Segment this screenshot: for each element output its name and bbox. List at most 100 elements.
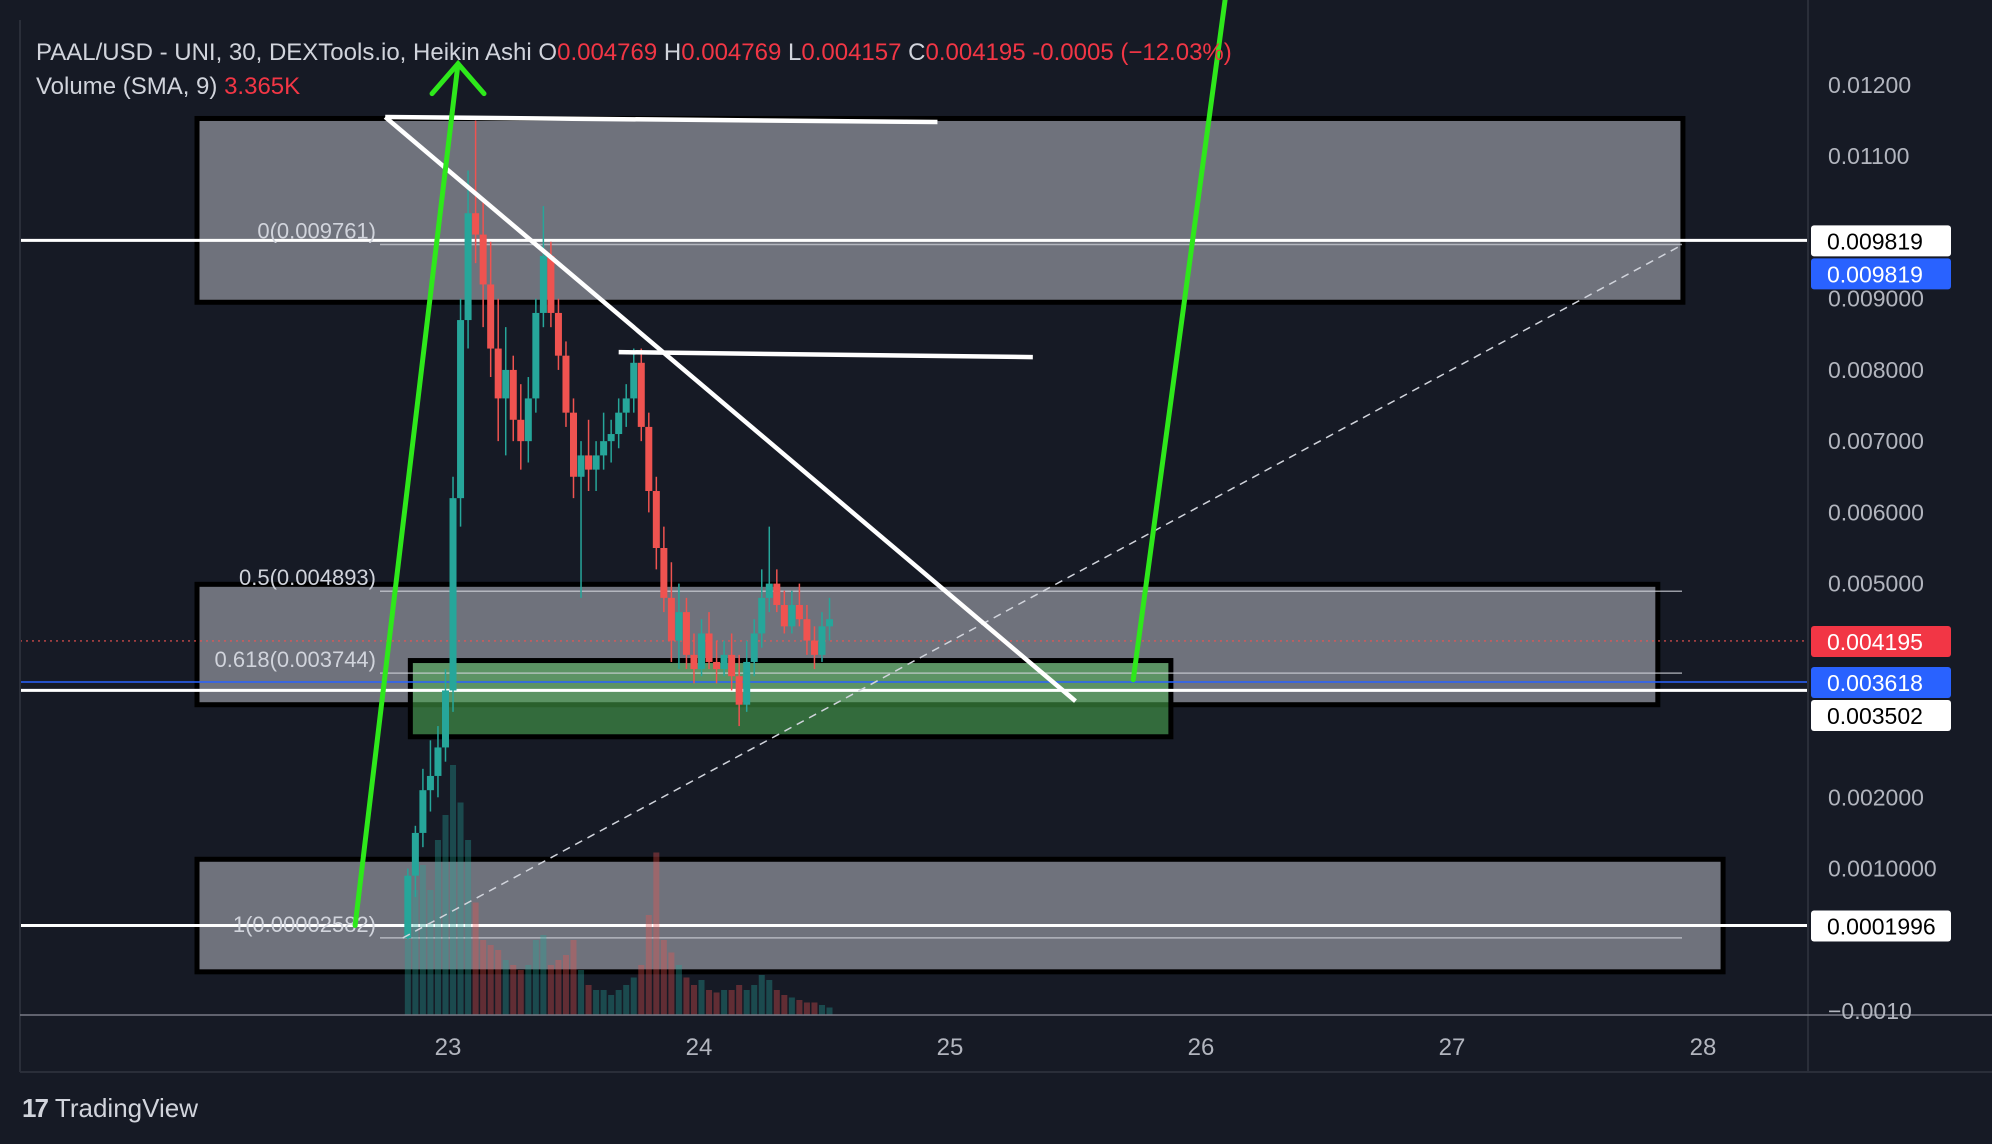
candle-body-46 <box>750 633 758 662</box>
x-tick-3: 26 <box>1188 1034 1215 1061</box>
symbol-line[interactable]: PAAL/USD - UNI, 30, DEXTools.io, Heikin … <box>36 39 532 66</box>
volume-bar-10 <box>480 940 487 1015</box>
volume-bar-0 <box>404 940 411 1015</box>
volume-bar-45 <box>743 990 750 1015</box>
y-tick-7: 0.002000 <box>1828 784 1924 810</box>
fib-label-1: 0.5(0.004893) <box>239 565 376 590</box>
candle-body-43 <box>728 654 736 677</box>
y-tick-2: 0.009000 <box>1828 286 1924 312</box>
candle-body-4 <box>434 747 442 776</box>
candle-body-29 <box>622 398 630 413</box>
candle-body-45 <box>743 661 751 705</box>
candle-body-53 <box>803 619 811 641</box>
zone-3 <box>194 856 1726 975</box>
fib-label-0: 0(0.009761) <box>257 218 376 243</box>
volume-bar-39 <box>698 980 705 1015</box>
volume-bar-12 <box>495 950 502 1015</box>
volume-bar-47 <box>758 975 765 1015</box>
candle-body-30 <box>630 362 638 399</box>
x-tick-2: 25 <box>937 1034 964 1061</box>
candle-body-18 <box>539 255 547 313</box>
candle-body-2 <box>419 790 427 833</box>
volume-bar-6 <box>450 765 457 1015</box>
high-value: 0.004769 <box>681 39 782 66</box>
candle-body-33 <box>652 491 660 548</box>
volume-bar-26 <box>600 990 607 1015</box>
y-tick-8: 0.0010000 <box>1828 856 1937 882</box>
zone-0 <box>194 115 1686 305</box>
chart-legend: PAAL/USD - UNI, 30, DEXTools.io, Heikin … <box>36 36 1232 104</box>
volume-bar-1 <box>412 890 419 1015</box>
close-key: C <box>908 39 926 66</box>
candle-body-17 <box>532 312 540 399</box>
candle-body-39 <box>698 633 706 670</box>
volume-bar-15 <box>517 970 524 1015</box>
volume-bar-44 <box>736 985 743 1015</box>
candle-body-48 <box>765 583 773 598</box>
volume-bar-17 <box>532 940 539 1015</box>
volume-bar-53 <box>803 1002 810 1015</box>
legend-ohlc-row: PAAL/USD - UNI, 30, DEXTools.io, Heikin … <box>36 36 1232 70</box>
volume-bar-48 <box>766 980 773 1015</box>
candle-body-54 <box>810 640 818 655</box>
volume-bar-37 <box>683 977 690 1015</box>
green-arrow-head-0 <box>429 59 487 97</box>
y-tick-6: 0.005000 <box>1828 571 1924 597</box>
candle-body-31 <box>637 362 645 427</box>
open-key: O <box>538 39 558 66</box>
price-label-bg-0 <box>1811 225 1951 257</box>
trend-line-0 <box>383 115 1077 703</box>
tradingview-brand[interactable]: 17 TradingView <box>22 1093 198 1124</box>
candle-body-0 <box>404 875 412 939</box>
candles-layer <box>404 120 834 940</box>
volume-bar-32 <box>645 915 652 1015</box>
candle-body-15 <box>517 419 525 442</box>
green-arrow-1 <box>1130 0 1228 683</box>
volume-bar-35 <box>668 952 675 1015</box>
y-tick-4: 0.007000 <box>1828 428 1924 454</box>
volume-bar-46 <box>751 985 758 1015</box>
candle-body-35 <box>667 597 675 641</box>
price-label-3: 0.003618 <box>1827 670 1923 696</box>
open-value: 0.004769 <box>557 39 658 66</box>
candle-body-28 <box>615 412 623 435</box>
candle-body-52 <box>795 604 803 620</box>
volume-bar-28 <box>615 990 622 1015</box>
y-tick-3: 0.008000 <box>1828 357 1924 383</box>
volume-bar-20 <box>555 960 562 1015</box>
volume-label[interactable]: Volume (SMA, 9) <box>36 73 218 100</box>
y-tick-5: 0.006000 <box>1828 499 1924 525</box>
candle-body-47 <box>758 597 766 634</box>
candle-body-49 <box>773 583 781 605</box>
volume-bar-42 <box>721 990 728 1015</box>
volume-bar-55 <box>818 1005 825 1015</box>
zone-2 <box>407 658 1174 740</box>
candle-body-56 <box>826 619 834 627</box>
volume-bar-50 <box>781 995 788 1015</box>
candle-body-32 <box>645 426 653 492</box>
candle-body-5 <box>441 690 449 748</box>
candle-body-50 <box>780 604 788 627</box>
x-tick-4: 27 <box>1439 1034 1466 1061</box>
trend-line-1 <box>385 114 938 125</box>
candle-body-44 <box>735 676 743 705</box>
candle-body-16 <box>524 398 532 442</box>
volume-bar-18 <box>540 935 547 1015</box>
price-label-4: 0.003502 <box>1827 703 1923 729</box>
candle-body-11 <box>487 284 495 349</box>
y-tick-9: −0.0010 <box>1828 998 1912 1024</box>
candle-body-23 <box>577 455 585 477</box>
candle-body-3 <box>426 775 434 791</box>
price-label-bg-4 <box>1811 700 1951 732</box>
volume-value: 3.365K <box>224 73 301 100</box>
price-label-bg-1 <box>1811 258 1951 290</box>
close-value: 0.004195 <box>925 39 1026 66</box>
volume-bar-14 <box>510 965 517 1015</box>
candle-body-27 <box>607 434 615 442</box>
volume-bar-16 <box>525 965 532 1015</box>
volume-bar-11 <box>487 945 494 1015</box>
green-arrow-0 <box>352 61 461 929</box>
volume-bar-29 <box>623 985 630 1015</box>
fib-label-3: 1(0.00002582) <box>233 912 376 937</box>
